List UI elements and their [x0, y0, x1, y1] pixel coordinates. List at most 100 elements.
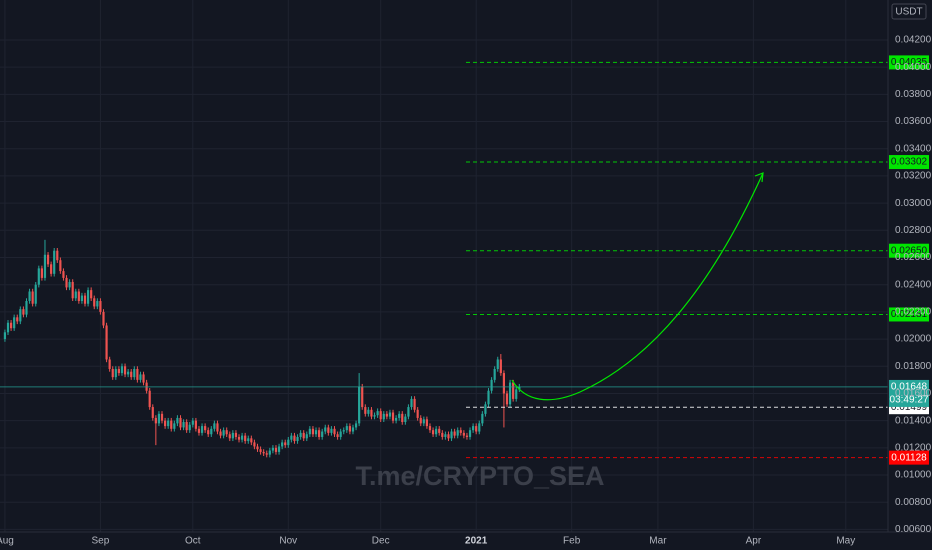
candle-body — [435, 428, 438, 435]
y-tick-label: 0.02600 — [895, 252, 932, 263]
x-tick-label: Aug — [0, 536, 14, 547]
y-tick-label: 0.03600 — [895, 116, 932, 127]
candle-body — [68, 281, 71, 288]
watermark: T.me/CRYPTO_SEA — [355, 461, 604, 491]
candle-body — [34, 284, 37, 304]
candle-body — [401, 413, 404, 423]
candle-body — [237, 436, 241, 440]
candle-body — [197, 428, 201, 433]
candle-body — [456, 430, 459, 436]
level-label: 0.04035 — [891, 57, 928, 68]
candle-body — [499, 359, 502, 374]
candle-body — [194, 420, 197, 429]
candle-body — [311, 428, 315, 435]
candle-body — [459, 430, 462, 433]
x-tick-label: 2021 — [465, 536, 488, 547]
candle-body — [468, 430, 472, 437]
level-label: 0.02650 — [891, 245, 928, 256]
candle-body — [71, 281, 74, 299]
candle-body — [37, 268, 40, 285]
candle-body — [247, 438, 250, 442]
y-tick-label: 0.00800 — [895, 497, 932, 508]
candle-body — [422, 419, 425, 424]
candle-body — [478, 423, 481, 432]
candle-body — [22, 309, 25, 315]
candle-body — [293, 435, 296, 442]
candle-body — [16, 317, 19, 322]
candle-body — [490, 379, 493, 391]
candle-body — [62, 271, 65, 278]
candle-body — [425, 419, 429, 427]
level-label: 0.03302 — [891, 157, 928, 168]
candle-body — [99, 301, 102, 312]
candle-body — [222, 430, 225, 436]
candle-body — [96, 301, 99, 307]
candle-body — [281, 442, 284, 447]
candle-body — [370, 409, 373, 417]
currency-box — [891, 3, 927, 20]
candle-body — [188, 424, 191, 431]
candle-body — [93, 298, 96, 307]
candle-body — [379, 411, 382, 420]
candle-body — [108, 359, 111, 369]
levels: 0.04035 0.03302 0.02650 0.02181 0.01499 0.011… — [0, 55, 929, 465]
candle-body — [364, 407, 367, 414]
candle-body — [120, 366, 124, 374]
candle-body — [277, 446, 281, 452]
candle-body — [354, 423, 358, 428]
candle-body — [391, 412, 395, 421]
candle-body — [179, 417, 182, 428]
candle-body — [210, 428, 213, 435]
candle-body — [438, 428, 441, 433]
candle-body — [231, 432, 234, 439]
level-label: 0.01128 — [891, 452, 927, 463]
candle-body — [102, 311, 105, 326]
candle-body — [388, 412, 392, 417]
candle-body — [296, 436, 299, 442]
candle-body — [40, 268, 43, 278]
candle-body — [472, 426, 475, 431]
candle-body — [200, 426, 204, 433]
y-tick-label: 0.01200 — [895, 442, 932, 453]
candle-body — [240, 435, 244, 440]
candle-body — [395, 417, 398, 421]
y-tick-label: 0.01600 — [895, 388, 932, 399]
candle-body — [373, 415, 376, 417]
candle-body — [207, 430, 210, 435]
candle-body — [299, 432, 302, 437]
y-tick-label: 0.00600 — [895, 524, 932, 535]
y-tick-label: 0.01000 — [895, 470, 932, 481]
candle-body — [43, 254, 47, 278]
y-tick-label: 0.02800 — [895, 225, 932, 236]
candle-body — [416, 409, 419, 418]
candle-body — [253, 442, 256, 447]
candle-body — [508, 382, 512, 405]
candle-body — [330, 428, 333, 433]
candle-body — [234, 432, 238, 437]
candles — [3, 239, 521, 458]
x-tick-label: Oct — [185, 536, 201, 547]
candle-body — [324, 427, 327, 432]
candle-body — [219, 431, 222, 436]
candle-body — [487, 390, 490, 405]
candle-body — [318, 430, 321, 437]
candle-body — [83, 295, 87, 304]
candle-body — [345, 426, 348, 431]
y-tick-label: 0.01400 — [895, 415, 932, 426]
projection-arrow — [511, 172, 764, 401]
candle-body — [342, 430, 345, 432]
x-tick-label: Dec — [372, 536, 390, 547]
candle-body — [46, 254, 50, 265]
y-tick-label: 0.01800 — [895, 361, 932, 372]
level-label-box — [889, 155, 929, 170]
candle-body — [117, 368, 120, 374]
y-tick-label: 0.02400 — [895, 279, 932, 290]
candle-body — [13, 317, 16, 329]
candle-body — [259, 449, 262, 452]
candle-body — [111, 368, 114, 378]
candle-body — [428, 426, 432, 431]
y-tick-label: 0.03000 — [895, 198, 932, 209]
candle-body — [351, 427, 355, 432]
candle-body — [244, 435, 247, 442]
